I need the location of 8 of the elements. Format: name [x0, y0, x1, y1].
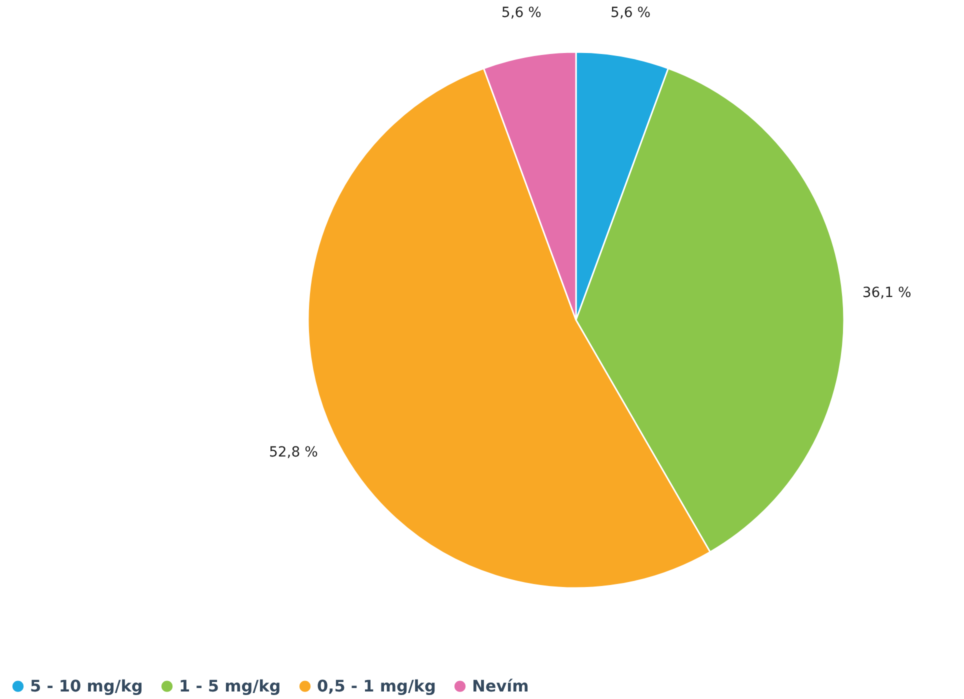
legend-label: Nevím — [472, 676, 529, 696]
data-label: 5,6 % — [501, 4, 542, 21]
data-label: 5,6 % — [610, 4, 651, 21]
legend-label: 1 - 5 mg/kg — [179, 676, 281, 696]
data-label: 52,8 % — [268, 444, 318, 460]
data-label: 36,1 % — [862, 285, 912, 302]
legend-label: 0,5 - 1 mg/kg — [317, 676, 436, 696]
legend-label: 5 - 10 mg/kg — [30, 676, 143, 696]
